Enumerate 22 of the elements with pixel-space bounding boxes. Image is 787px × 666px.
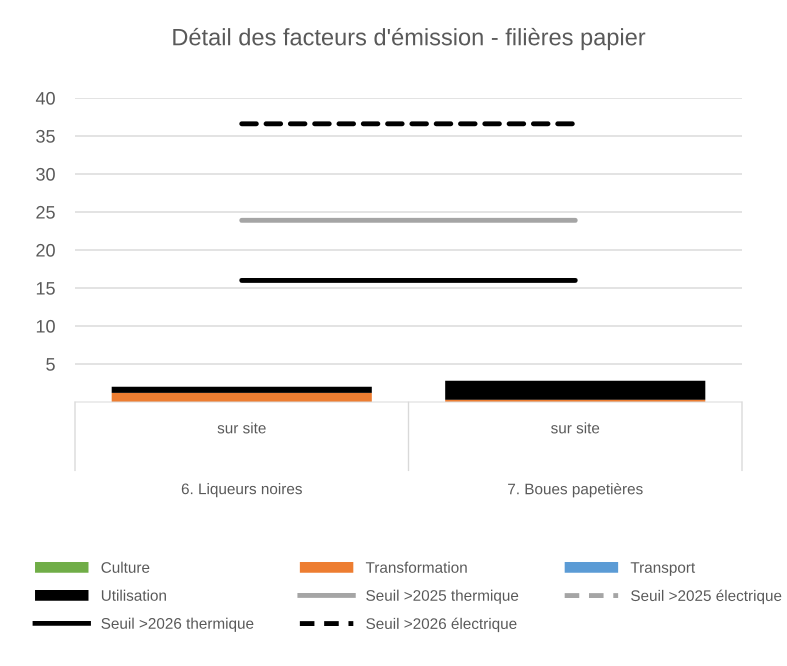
y-tick-label: 30 <box>36 168 55 181</box>
legend-label: Seuil >2026 électrique <box>366 618 516 632</box>
legend-label: Transformation <box>366 562 467 573</box>
category-label: sur site 6. Liqueurs noires <box>182 422 302 498</box>
chart-title: Détail des facteurs d'émission - filières papier <box>173 28 646 50</box>
bar <box>445 380 706 400</box>
y-tick-label: 35 <box>36 130 55 143</box>
legend-label: Seuil >2025 électrique <box>631 590 782 604</box>
bar <box>112 386 372 393</box>
legend-label: Culture <box>101 562 150 573</box>
y-tick-label: 5 <box>46 358 55 371</box>
y-tick-label: 25 <box>36 206 55 219</box>
legend-label: Seuil >2026 thermique <box>101 618 254 632</box>
y-tick-label: 40 <box>36 92 55 105</box>
legend-label: Seuil >2025 thermique <box>366 590 518 604</box>
y-tick-label: 10 <box>36 320 55 333</box>
legend-label: Transport <box>630 562 696 576</box>
legend-label: Utilisation <box>102 590 166 601</box>
bar <box>112 392 372 402</box>
category-label: sur site 7. Boues papetières <box>508 422 643 498</box>
y-tick-label: 20 <box>36 244 55 257</box>
y-tick-label: 15 <box>36 282 55 295</box>
